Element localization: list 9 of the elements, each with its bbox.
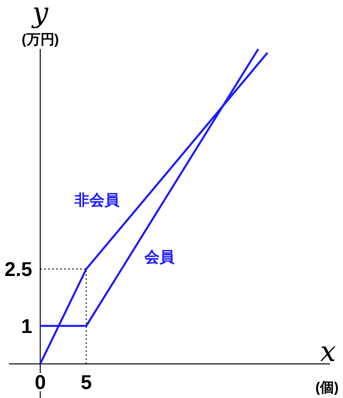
y-tick-label: 2.5 (4, 259, 32, 282)
x-tick-label: 5 (80, 372, 92, 394)
y-axis-title: y (30, 0, 50, 29)
x-axis-title: x (320, 334, 336, 368)
series-label: 非会員 (73, 192, 120, 210)
y-tick-label: 1 (21, 316, 32, 338)
annotation: (個) (315, 378, 339, 395)
series-label: 会員 (144, 248, 176, 266)
text: (万円) (22, 31, 59, 47)
